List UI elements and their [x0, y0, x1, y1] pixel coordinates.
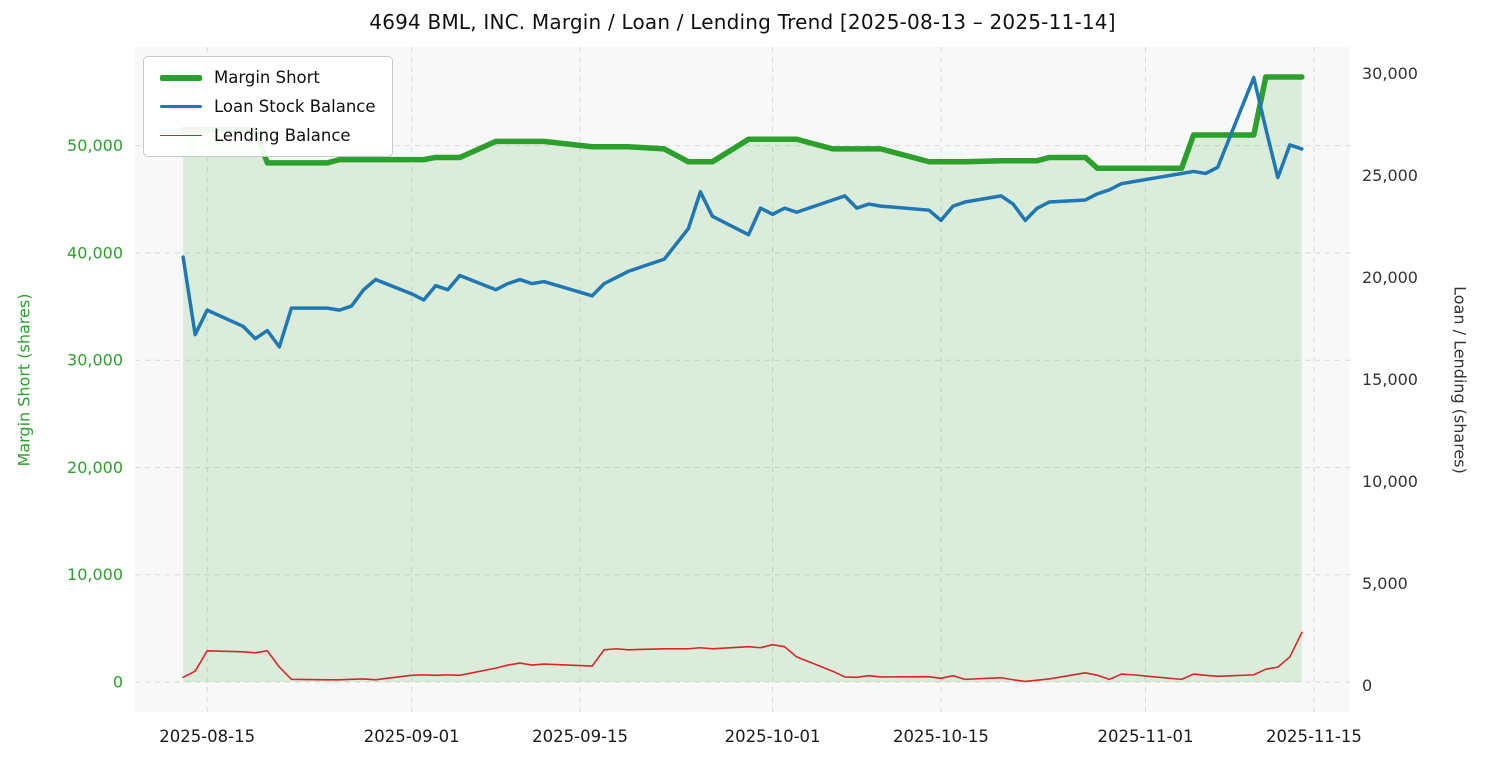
x-tick-label: 2025-09-15: [532, 727, 628, 746]
left-tick-label: 20,000: [67, 458, 123, 477]
loan-stock-balance-line-swatch: [160, 104, 202, 109]
legend-item-margin-short: Margin Short: [160, 68, 376, 88]
legend: Margin Short Loan Stock Balance Lending …: [143, 56, 393, 158]
x-tick-label: 2025-11-15: [1266, 727, 1362, 746]
right-tick-label: 10,000: [1362, 472, 1418, 491]
legend-item-loan-stock-balance: Loan Stock Balance: [160, 97, 376, 117]
left-tick-label: 40,000: [67, 243, 123, 262]
x-tick-label: 2025-10-01: [725, 727, 821, 746]
right-tick-label: 15,000: [1362, 370, 1418, 389]
x-tick-label: 2025-11-01: [1098, 727, 1194, 746]
left-tick-label: 0: [113, 672, 123, 691]
left-axis-label: Margin Short (shares): [14, 293, 34, 467]
x-tick-label: 2025-10-15: [893, 727, 989, 746]
margin-short-fill: [183, 77, 1302, 682]
right-tick-label: 20,000: [1362, 268, 1418, 287]
left-tick-label: 50,000: [67, 136, 123, 155]
loan-stock-balance-line: [181, 75, 1304, 349]
left-tick-label: 10,000: [67, 565, 123, 584]
margin-short-line: [180, 74, 1305, 171]
legend-item-lending-balance: Lending Balance: [160, 126, 376, 146]
right-tick-label: 25,000: [1362, 166, 1418, 185]
legend-label-loan-stock-balance: Loan Stock Balance: [214, 96, 376, 116]
right-tick-label: 5,000: [1362, 574, 1408, 593]
lending-balance-line-swatch: [160, 134, 202, 137]
legend-label-margin-short: Margin Short: [214, 68, 320, 87]
legend-label-lending-balance: Lending Balance: [214, 125, 351, 145]
right-axis-label: Loan / Lending (shares): [1450, 286, 1470, 474]
margin-short-line-swatch: [160, 75, 202, 81]
lending-balance-line: [182, 631, 1303, 683]
chart-title: 4694 BML, INC. Margin / Loan / Lending T…: [369, 10, 1116, 34]
right-tick-label: 30,000: [1362, 64, 1418, 83]
x-tick-label: 2025-09-01: [364, 727, 460, 746]
x-tick-label: 2025-08-15: [159, 727, 255, 746]
right-tick-label: 0: [1362, 676, 1372, 695]
left-tick-label: 30,000: [67, 351, 123, 370]
